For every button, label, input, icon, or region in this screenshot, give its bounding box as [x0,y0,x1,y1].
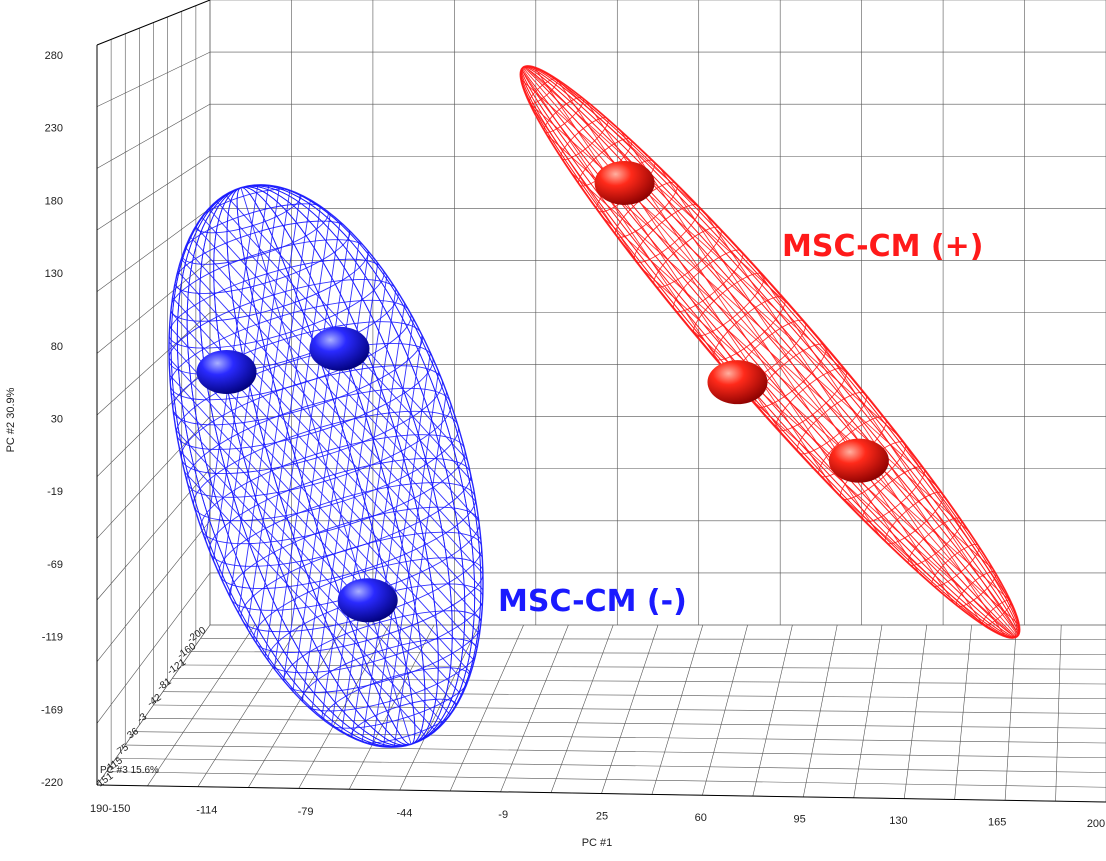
grid-line [197,624,300,787]
x-tick-label: 60 [695,812,707,824]
data-points [196,160,889,623]
y-tick-label: 230 [45,123,63,135]
grid-line [903,624,928,799]
z-tick-label: -3 [135,711,149,725]
ellipsoid-mesh [108,147,544,785]
x-tick-label: 200 [1087,818,1105,830]
z-tick-label: -121 [165,657,188,678]
y-tick-label: -119 [42,632,63,644]
y-tick-label: -69 [47,559,63,571]
x-tick-label: 130 [889,815,907,827]
grid-line [1004,624,1017,801]
grid-line [601,624,659,794]
data-point-sphere [707,360,768,405]
data-point-sphere [594,160,655,205]
y-tick-label: 130 [45,268,63,280]
confidence-ellipsoids [108,37,1053,785]
grid-line [500,624,569,792]
y-tick-label: -19 [47,486,63,498]
grid-line [399,624,480,791]
data-point-sphere [828,438,889,483]
y-tick-label: 180 [45,195,63,207]
y-tick-label: 280 [45,50,63,62]
z-axis-title: PC #3 15.6% [100,765,159,776]
grid-line [702,624,748,796]
data-point-sphere [196,349,257,394]
grid-line [298,624,390,789]
x-tick-label: -79 [298,806,314,818]
grid-line [651,624,704,795]
x-axis-title: PC #1 [582,837,613,849]
series-label-msc-cm-neg: MSC-CM (-) [498,584,687,619]
x-tick-label: 165 [988,817,1006,829]
x-tick-label: -114 [196,805,217,817]
y-tick-label: -169 [41,704,63,716]
y-tick-label: 80 [51,341,63,353]
z-tick-label: -81 [155,676,174,694]
axis-line [96,0,211,46]
series-label-msc-cm-pos: MSC-CM (+) [782,229,984,264]
grid-line [1055,624,1062,802]
x-tick-label: -9 [498,809,508,821]
grid-line [954,624,972,800]
x-axis-ticks: 190-150 -114 -79 -44 -9 25 60 95 130 165 200 [90,803,1105,830]
grid-line [96,624,211,786]
grid-line [348,624,435,790]
grid-line [449,624,524,792]
y-axis-ticks: 280 230 180 130 80 30 -19 -69 -119 -169 -220 [41,50,63,789]
chart-grid [96,0,1106,803]
x-tick-label: -44 [396,808,412,820]
x-tick-label: 25 [596,811,608,823]
data-point-sphere [309,326,370,371]
grid-line [803,624,838,797]
y-axis-title: PC #2 30.9% [5,387,17,452]
grid-line [147,624,256,787]
data-point-sphere [337,578,398,623]
x-tick-label: 95 [793,814,805,826]
axis-line [96,784,1106,803]
grid-line [853,624,883,798]
x-tick-label: 190-150 [90,803,130,815]
z-tick-label: 36 [125,726,141,742]
grid-line [550,624,614,793]
y-tick-label: 30 [51,414,63,426]
grid-line [248,624,345,788]
grid-line [752,624,793,797]
y-tick-label: -220 [41,777,63,789]
